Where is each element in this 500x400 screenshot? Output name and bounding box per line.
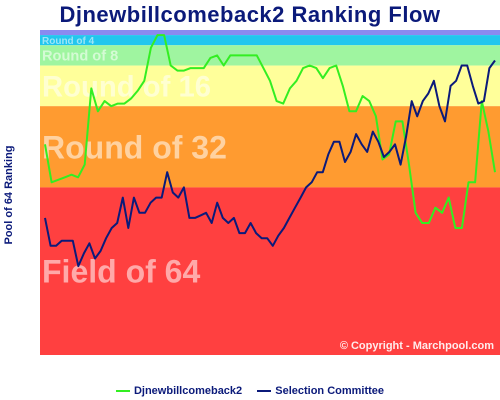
copyright-text: © Copyright - Marchpool.com bbox=[340, 340, 494, 352]
series-line-1 bbox=[44, 59, 496, 268]
band-label: Round of 16 bbox=[42, 71, 211, 103]
legend: Djnewbillcomeback2 Selection Committee bbox=[0, 383, 500, 397]
plot-area: Round of 4 Round of 8 Round of 16 Round of … bbox=[40, 30, 500, 355]
band-label: Field of 64 bbox=[42, 254, 200, 290]
band-round-of-2 bbox=[40, 30, 500, 36]
legend-label: Djnewbillcomeback2 bbox=[133, 385, 243, 397]
legend-swatch bbox=[115, 390, 130, 392]
band-round-of-4 bbox=[40, 35, 500, 46]
band-round-of-32 bbox=[40, 106, 500, 188]
band-field-of-64 bbox=[40, 187, 500, 355]
legend-item: Selection Committee bbox=[257, 385, 384, 397]
legend-item: Djnewbillcomeback2 bbox=[115, 385, 243, 397]
y-axis-label: Pool of 64 Ranking bbox=[3, 145, 15, 245]
legend-swatch bbox=[257, 390, 272, 392]
band-round-of-8 bbox=[40, 45, 500, 66]
band-label: Round of 8 bbox=[42, 49, 118, 65]
ranking-chart: Round of 4 Round of 8 Round of 16 Round of … bbox=[40, 30, 500, 355]
chart-title: Djnewbillcomeback2 Ranking Flow bbox=[59, 2, 441, 27]
series-line-0 bbox=[44, 34, 496, 229]
band-label: Round of 32 bbox=[42, 129, 227, 165]
band-label: Round of 4 bbox=[42, 36, 95, 47]
legend-label: Selection Committee bbox=[275, 385, 385, 397]
